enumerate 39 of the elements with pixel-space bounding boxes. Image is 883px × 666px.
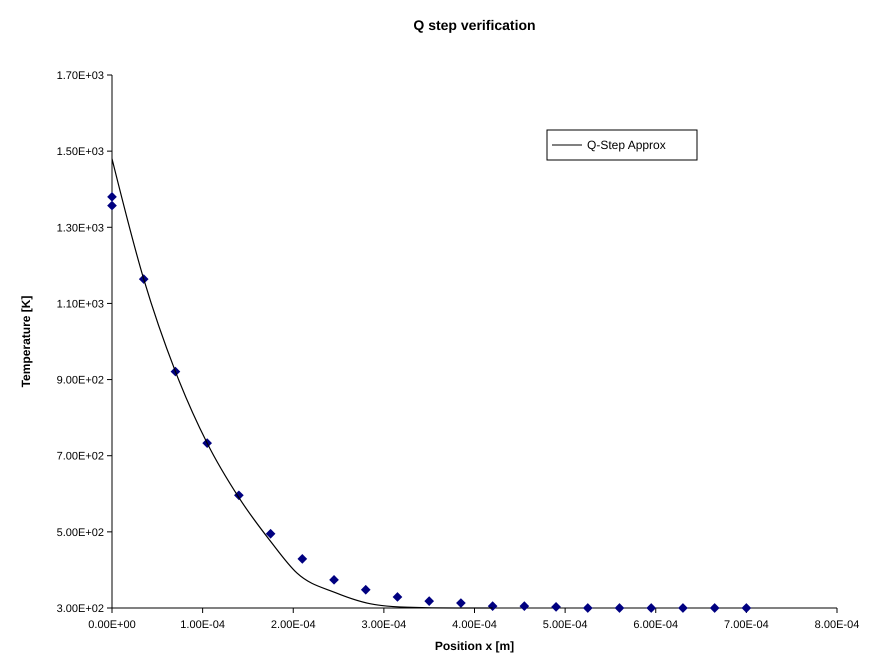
- point: [266, 528, 276, 539]
- point: [710, 603, 720, 613]
- x-tick-label: 4.00E-04: [452, 619, 497, 631]
- point: [392, 592, 402, 602]
- y-tick-label: 3.00E+02: [56, 603, 104, 615]
- point: [582, 603, 593, 613]
- y-tick-label: 7.00E+02: [56, 450, 104, 463]
- point: [742, 603, 752, 613]
- y-tick-label: 1.50E+03: [56, 146, 104, 158]
- point: [329, 574, 339, 585]
- x-tick-label: 1.00E-04: [180, 619, 225, 631]
- x-tick-label: 3.00E-04: [362, 619, 406, 631]
- x-axis-title: Position x [m]: [434, 639, 514, 653]
- point: [107, 200, 117, 210]
- x-tick-label: 5.00E-04: [542, 619, 588, 631]
- point: [107, 192, 117, 202]
- y-tick-label: 5.00E+02: [56, 526, 104, 539]
- y-axis-title: Temperature [K]: [19, 296, 33, 388]
- x-tick-label: 6.00E-04: [633, 619, 678, 631]
- x-tick-label: 0.00E+00: [88, 619, 136, 631]
- point: [360, 584, 371, 595]
- x-tick-label: 7.00E-04: [724, 619, 769, 631]
- legend-label: Q-Step Approx: [587, 138, 666, 152]
- point: [297, 554, 308, 564]
- y-tick-label: 1.70E+03: [56, 70, 104, 82]
- x-tick-label: 8.00E-04: [814, 619, 860, 631]
- point: [614, 603, 624, 613]
- point: [646, 603, 656, 613]
- y-tick-label: 9.00E+02: [56, 374, 104, 387]
- point: [456, 598, 466, 608]
- x-tick-label: 2.00E-04: [270, 619, 316, 631]
- point: [678, 603, 688, 613]
- point: [551, 602, 561, 612]
- point: [519, 601, 530, 611]
- point: [424, 596, 434, 606]
- chart-title: Q step verification: [413, 17, 536, 33]
- y-tick-label: 1.30E+03: [56, 222, 104, 234]
- y-tick-label: 1.10E+03: [56, 298, 104, 310]
- point: [488, 601, 498, 611]
